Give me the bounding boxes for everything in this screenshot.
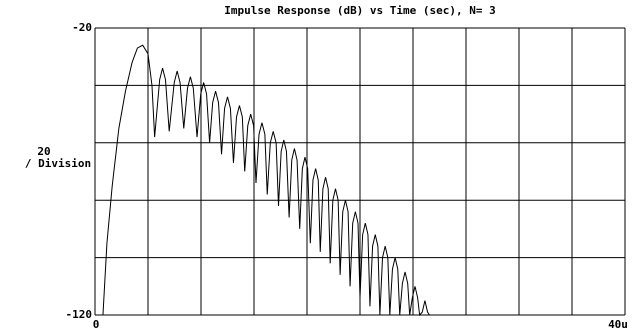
y-axis-label: / Division	[25, 157, 91, 170]
impulse-response-line	[102, 44, 430, 317]
y-tick-label: -20	[72, 21, 92, 34]
y-axis-label: 20	[37, 145, 50, 158]
y-tick-label: -120	[66, 308, 93, 321]
x-tick-label: 40u	[608, 318, 628, 331]
x-tick-label: 0	[93, 318, 100, 331]
chart-title: Impulse Response (dB) vs Time (sec), N= …	[224, 4, 496, 17]
